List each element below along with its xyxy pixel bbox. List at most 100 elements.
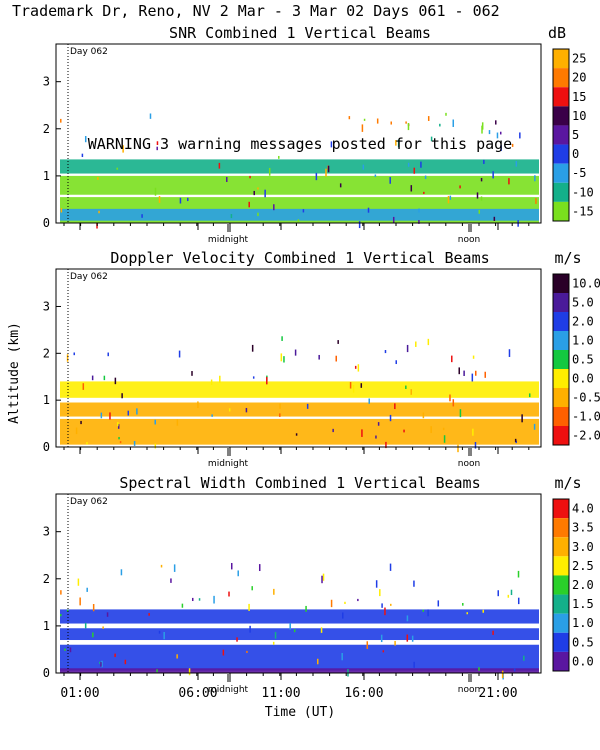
echo-speck	[158, 630, 161, 634]
colorbar-frame	[552, 498, 570, 672]
echo-speck	[251, 344, 254, 352]
echo-speck	[133, 441, 136, 446]
echo-speck	[302, 209, 305, 213]
echo-speck	[406, 344, 409, 353]
colorbar-swatch	[553, 350, 569, 369]
echo-speck	[330, 599, 333, 608]
echo-speck	[118, 436, 120, 440]
echo-speck	[119, 441, 122, 444]
echo-layer	[60, 402, 539, 417]
echo-speck	[279, 413, 281, 417]
echo-speck	[266, 376, 268, 385]
echo-speck	[103, 375, 106, 381]
day-marker-label: Day 062	[70, 497, 108, 507]
echo-speck	[273, 588, 275, 595]
echo-speck	[413, 167, 416, 174]
y-tick-label: 2	[43, 346, 50, 360]
echo-speck	[176, 654, 178, 659]
colorbar-swatch	[553, 537, 569, 557]
colorbar-label: 5	[572, 128, 579, 142]
echo-speck	[210, 379, 213, 385]
echo-speck	[449, 195, 452, 200]
x-tick-label: 01:00	[60, 686, 99, 701]
echo-speck	[517, 570, 520, 578]
day-marker-label: Day 062	[70, 47, 108, 57]
echo-speck	[447, 195, 450, 204]
echo-speck	[124, 659, 127, 665]
echo-speck	[66, 354, 69, 362]
echo-speck	[382, 650, 385, 653]
echo-speck	[507, 594, 510, 598]
echo-speck	[249, 175, 251, 179]
unit-label-doppler: m/s	[554, 249, 581, 267]
echo-speck	[497, 590, 499, 597]
echo-layer	[60, 159, 539, 174]
echo-speck	[280, 353, 283, 362]
colorbar-swatch	[553, 331, 569, 350]
echo-speck	[342, 612, 344, 619]
echo-speck	[439, 123, 441, 127]
echo-speck	[100, 412, 103, 419]
echo-speck	[472, 428, 474, 436]
echo-speck	[496, 132, 499, 139]
y-tick-label: 3	[43, 299, 50, 313]
echo-speck	[101, 660, 103, 668]
echo-speck	[534, 175, 536, 182]
echo-speck	[297, 219, 300, 222]
echo-speck	[452, 119, 455, 127]
echo-layer	[60, 418, 539, 445]
echo-speck	[478, 209, 481, 214]
echo-speck	[422, 412, 425, 419]
colorbar-swatch	[553, 49, 569, 69]
echo-speck	[69, 647, 72, 653]
echo-speck	[484, 371, 486, 378]
echo-speck	[376, 118, 379, 124]
colorbar-label: 10.0	[572, 277, 600, 291]
echo-speck	[102, 626, 104, 629]
echo-speck	[222, 649, 225, 656]
echo-speck	[81, 153, 84, 158]
colorbar-swatch	[553, 575, 569, 595]
echo-speck	[354, 365, 357, 369]
echo-speck	[149, 113, 152, 119]
colorbar-label: 20	[572, 71, 586, 85]
echo-speck	[122, 145, 124, 153]
echo-speck	[191, 597, 194, 602]
echo-speck	[198, 598, 201, 601]
echo-speck	[281, 336, 283, 341]
colorbar-label: 3.5	[572, 521, 594, 535]
echo-speck	[117, 424, 120, 429]
colorbar-swatch	[553, 274, 569, 293]
echo-speck	[514, 438, 517, 442]
echo-speck	[249, 625, 251, 633]
echo-speck	[344, 601, 346, 604]
echo-speck	[251, 586, 253, 591]
echo-speck	[253, 190, 255, 196]
echo-speck	[384, 607, 386, 616]
echo-speck	[64, 648, 66, 651]
echo-speck	[258, 564, 261, 572]
echo-speck	[92, 632, 94, 638]
echo-speck	[154, 443, 157, 449]
y-tick-label: 3	[43, 525, 50, 539]
echo-speck	[230, 214, 233, 219]
echo-speck	[478, 667, 480, 671]
spectral-width-plot: 0 1 2 3 Day 062 midnight noon	[43, 493, 542, 695]
colorbar-swatch	[553, 201, 569, 221]
echo-speck	[517, 597, 520, 605]
echo-speck	[158, 196, 161, 203]
colorbar-swatch	[553, 556, 569, 576]
echo-speck	[442, 427, 445, 431]
echo-speck	[427, 338, 430, 346]
echo-speck	[352, 384, 355, 393]
echo-speck	[430, 136, 433, 142]
echo-speck	[116, 167, 118, 170]
y-tick-label: 0	[43, 216, 50, 230]
colorbar-swatch	[553, 163, 569, 183]
echo-speck	[114, 377, 117, 385]
colorbar-label: 2.0	[572, 578, 594, 592]
echo-layer	[60, 668, 539, 673]
echo-speck	[407, 123, 410, 131]
echo-speck	[471, 373, 474, 382]
